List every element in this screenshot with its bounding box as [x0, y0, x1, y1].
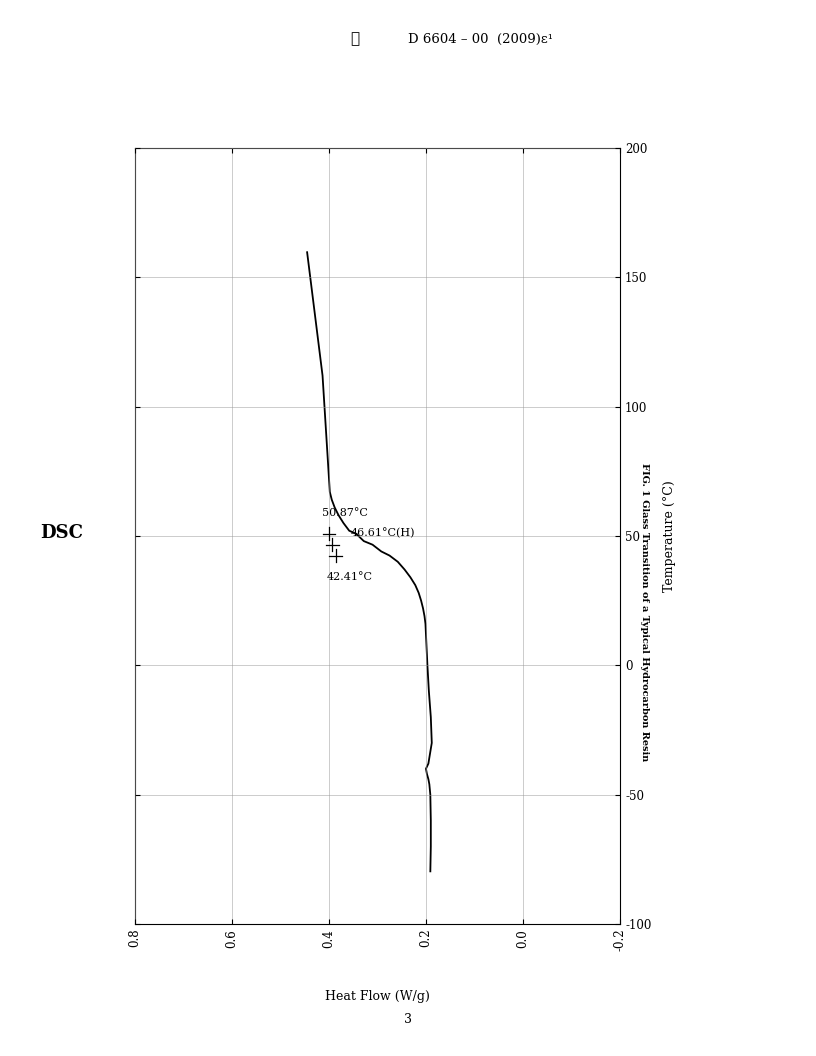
- Text: 3: 3: [404, 1014, 412, 1026]
- Y-axis label: Temperature (°C): Temperature (°C): [663, 480, 676, 591]
- Text: 42.41°C: 42.41°C: [326, 572, 372, 582]
- Text: Ⓛ: Ⓛ: [350, 32, 360, 46]
- Text: FIG. 1 Glass Transition of a Typical Hydrocarbon Resin: FIG. 1 Glass Transition of a Typical Hyd…: [640, 464, 650, 761]
- Text: 50.87°C: 50.87°C: [322, 508, 367, 517]
- Text: D 6604 – 00  (2009)ε¹: D 6604 – 00 (2009)ε¹: [408, 33, 553, 45]
- Text: 46.61°C(H): 46.61°C(H): [351, 528, 415, 539]
- Text: DSC: DSC: [40, 524, 82, 543]
- X-axis label: Heat Flow (W/g): Heat Flow (W/g): [325, 991, 430, 1003]
